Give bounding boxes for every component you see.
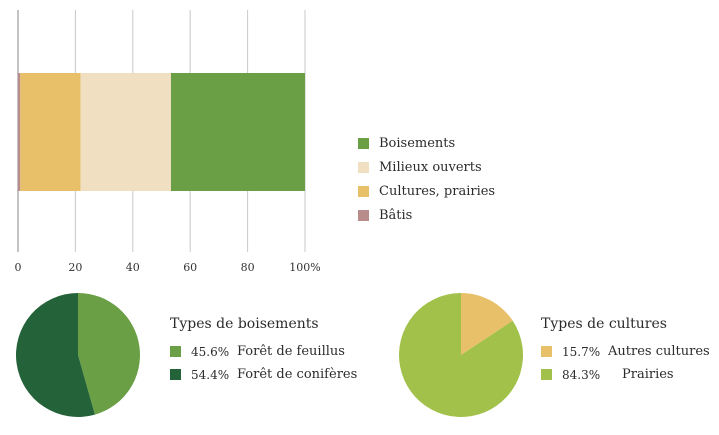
legend-swatch (170, 346, 181, 357)
slice-label: Autres cultures (608, 344, 710, 359)
legend-label: Cultures, prairies (379, 183, 496, 199)
legend-swatch (358, 185, 369, 197)
pie-slice-prairies (399, 293, 523, 417)
x-tick-label: 0 (15, 261, 22, 274)
pie-title: Types de cultures (541, 316, 667, 332)
legend-swatch (541, 346, 552, 357)
bar-segment-boisements (170, 73, 305, 191)
bar-legend: Boisements Milieux ouverts Cultures, pra… (358, 131, 495, 227)
legend-item: Bâtis (358, 203, 495, 227)
pie-slice-for-t-de-conif-res (15, 293, 95, 417)
x-tick-label: 40 (126, 261, 140, 274)
x-tick-label: 20 (68, 261, 82, 274)
slice-percent: 15.7% (562, 344, 601, 359)
legend-label: Boisements (379, 135, 456, 151)
pie-chart-cultures (399, 293, 523, 417)
bar-segment-milieux-ouverts (80, 73, 171, 191)
slice-percent: 45.6% (191, 344, 230, 359)
legend-swatch (358, 161, 369, 173)
bar-segment-cultures-prairies (20, 73, 81, 191)
legend-item: Milieux ouverts (358, 155, 495, 179)
stacked-bar-chart: 0 20 40 60 80 100% (15, 10, 321, 274)
pie-legend-item: 15.7% Autres cultures (541, 340, 710, 363)
slice-label: Prairies (622, 367, 674, 382)
bar-segment-b-tis (18, 73, 21, 191)
pie-legend-cultures: Types de cultures 15.7% Autres cultures … (541, 316, 710, 386)
x-tick-label: 100% (289, 261, 320, 274)
pie-chart-boisements (15, 293, 140, 417)
pie-legend-boisements: Types de boisements 45.6% Forêt de feuil… (170, 316, 357, 386)
legend-swatch (358, 137, 369, 149)
legend-swatch (541, 369, 552, 380)
pie-legend-item: 54.4% Forêt de conifères (170, 363, 357, 386)
pie-title: Types de boisements (170, 316, 319, 332)
x-tick-label: 60 (183, 261, 197, 274)
pie-legend-item: 84.3% Prairies (541, 363, 710, 386)
legend-label: Milieux ouverts (379, 159, 482, 175)
pie-legend-item: 45.6% Forêt de feuillus (170, 340, 357, 363)
bar-segments (18, 73, 305, 191)
legend-item: Boisements (358, 131, 495, 155)
legend-item: Cultures, prairies (358, 179, 495, 203)
legend-label: Bâtis (379, 207, 413, 223)
slice-percent: 84.3% (562, 367, 601, 382)
legend-swatch (170, 369, 181, 380)
slice-label: Forêt de conifères (237, 367, 358, 382)
pie-slice-for-t-de-feuillus (78, 293, 140, 415)
pie-slice-autres-cultures (461, 293, 513, 355)
bar-tick-labels: 0 20 40 60 80 100% (15, 261, 321, 274)
legend-swatch (358, 209, 369, 221)
x-tick-label: 80 (241, 261, 255, 274)
slice-label: Forêt de feuillus (237, 344, 345, 359)
slice-percent: 54.4% (191, 367, 230, 382)
